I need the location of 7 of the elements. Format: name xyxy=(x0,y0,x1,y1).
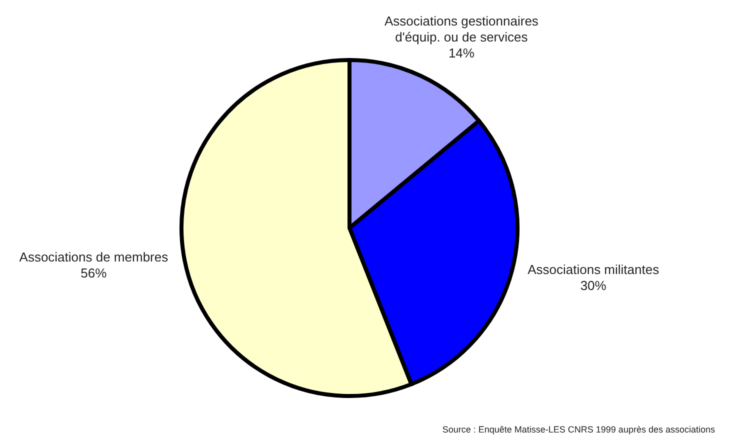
data-label: 30% xyxy=(580,278,607,293)
data-label: 56% xyxy=(80,265,108,280)
slice-label: Associations gestionnaires d'équip. ou de services xyxy=(384,14,539,45)
data-label: 14% xyxy=(448,46,475,61)
source-note: Source : Enquête Matisse-LES CNRS 1999 auprès des associations xyxy=(442,424,716,434)
slice-label: Associations militantes xyxy=(528,262,660,277)
slice-label: Associations de membres xyxy=(19,249,169,264)
